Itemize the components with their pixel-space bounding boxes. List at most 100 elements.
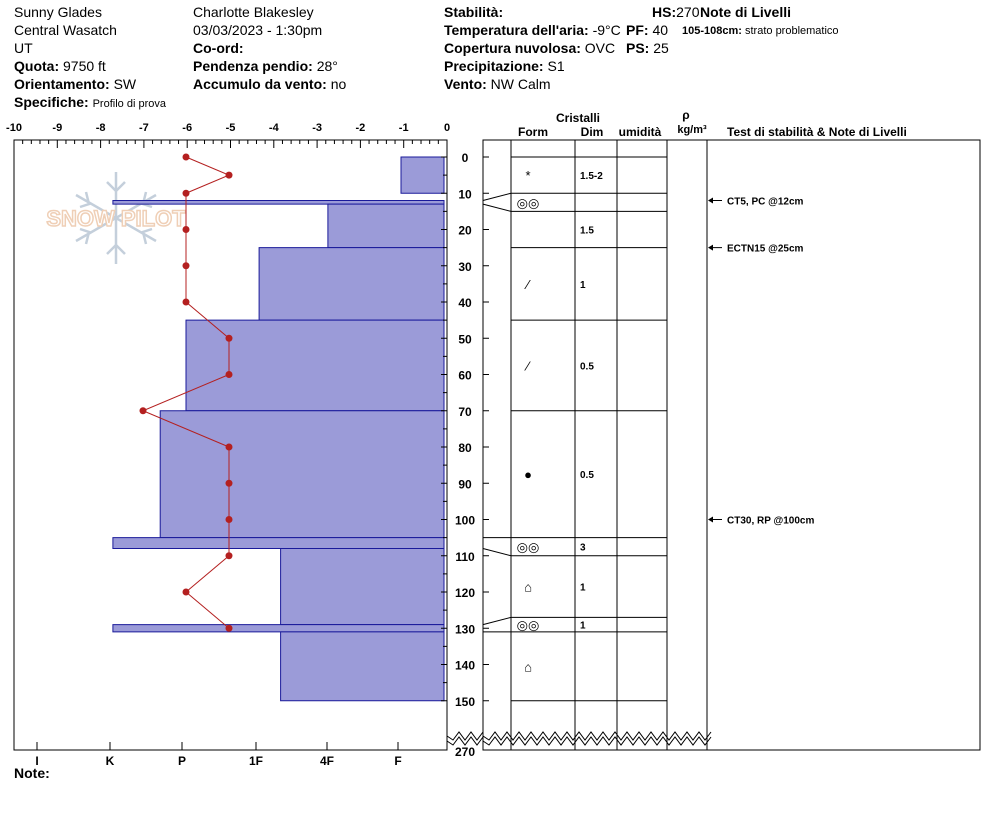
temperature-tick-label: -7	[139, 122, 149, 134]
depth-tick-label: 120	[455, 586, 475, 600]
air-temperature-value: -9°C	[592, 22, 621, 38]
temperature-point	[225, 479, 233, 487]
snow-height: HS:270	[652, 3, 699, 21]
hardness-tick-label: F	[394, 754, 401, 768]
precipitation: Precipitazione: S1	[444, 57, 565, 75]
temperature-point	[182, 262, 190, 270]
test-arrow-head	[708, 197, 713, 204]
temperature-tick-label: -4	[269, 122, 280, 134]
crystals-header: Cristalli	[556, 111, 600, 125]
temperature-point	[225, 552, 233, 560]
foot-penetration-label: PF:	[626, 22, 649, 38]
temperature-point	[225, 371, 233, 378]
temperature-tick-label: -8	[96, 122, 106, 134]
grain-size-label: 1	[580, 280, 586, 291]
depth-tick-label: 10	[458, 187, 472, 201]
ski-penetration-value: 25	[653, 40, 669, 56]
layer-notes-title: Note di Livelli	[700, 4, 792, 20]
hardness-bar	[327, 203, 445, 249]
grain-size-label: 1.5-2	[580, 171, 603, 182]
temperature-point	[225, 171, 233, 179]
grain-size-label: 1	[580, 583, 586, 594]
hardness-bar	[400, 156, 445, 194]
location-name: Sunny Glades	[14, 4, 102, 20]
grain-form-symbol: ●	[524, 467, 532, 482]
grain-form-symbol: *	[525, 168, 530, 183]
temperature-tick-label: -6	[182, 122, 192, 134]
slope-label: Pendenza pendio:	[193, 58, 313, 74]
wind-loading-label: Accumulo da vento:	[193, 76, 327, 92]
grain-size-label: 3	[580, 543, 586, 554]
layer-connector-line	[482, 616, 512, 626]
specifics-value: Profilo di prova	[92, 98, 166, 110]
depth-tick-label: 100	[455, 514, 475, 528]
stability-test-label: ECTN15 @25cm	[727, 244, 804, 255]
foot-penetration: PF: 40	[626, 21, 668, 39]
form-header: Form	[518, 125, 548, 139]
slope: Pendenza pendio: 28°	[193, 57, 338, 75]
temperature-tick-label: -2	[356, 122, 366, 134]
grain-size-label: 1.5	[580, 226, 594, 237]
density-unit-header: kg/m³	[677, 124, 707, 136]
stability-tests-header: Test di stabilità & Note di Livelli	[727, 125, 907, 139]
specifics: Specifiche: Profilo di prova	[14, 93, 166, 113]
hardness-bar	[280, 631, 445, 702]
stability-test-label: CT5, PC @12cm	[727, 197, 804, 208]
wind-loading-value: no	[330, 76, 347, 92]
grain-size-label: 1	[580, 621, 586, 632]
depth-tick-label: 80	[458, 441, 472, 455]
layer-connector-line	[482, 192, 512, 201]
depth-break-zigzag	[446, 731, 484, 741]
temperature-tick-label: -9	[52, 122, 62, 134]
note-label: Note:	[14, 765, 50, 781]
observer-name: Charlotte Blakesley	[193, 4, 314, 20]
elevation-value: 9750 ft	[63, 58, 106, 74]
observation-datetime: 03/03/2023 - 1:30pm	[193, 22, 323, 38]
hardness-bar	[258, 247, 445, 321]
coord-label: Co-ord:	[193, 40, 244, 56]
elevation: Quota: 9750 ft	[14, 57, 106, 75]
grain-form-symbol: ◎◎	[517, 540, 540, 555]
stability-label: Stabilità:	[444, 4, 504, 20]
sky-cover-label: Copertura nuvolosa:	[444, 40, 581, 56]
snow-height-label: HS:	[652, 4, 677, 20]
layer-connector-line	[482, 548, 512, 557]
air-temperature-label: Temperatura dell'aria:	[444, 22, 589, 38]
grain-form-symbol: ⌂	[524, 659, 532, 674]
test-arrow-head	[708, 516, 713, 523]
sky-cover: Copertura nuvolosa: OVC	[444, 39, 615, 57]
sky-cover-value: OVC	[584, 40, 616, 56]
mountain-range: Central Wasatch	[14, 22, 117, 38]
temperature-tick-label: -3	[312, 122, 322, 134]
temperature-tick-label: -5	[226, 122, 236, 134]
depth-tick-label: 140	[455, 659, 475, 673]
test-arrow-head	[708, 244, 713, 251]
hardness-bar	[112, 200, 445, 205]
rho-header: ρ	[682, 108, 689, 122]
depth-tick-label: 30	[458, 260, 472, 274]
temperature-tick-label: -10	[6, 122, 22, 134]
temperature-point	[225, 443, 233, 451]
precipitation-value: S1	[547, 58, 565, 74]
depth-tick-label: 110	[455, 550, 475, 564]
specifics-label: Specifiche:	[14, 94, 89, 110]
state: UT	[14, 40, 33, 56]
temperature-point	[182, 189, 190, 197]
layer-note-text: strato problematico	[745, 25, 839, 37]
foot-penetration-value: 40	[652, 22, 669, 38]
depth-break-zigzag	[446, 736, 484, 746]
layer-note-range: 105-108cm:	[682, 25, 742, 37]
temperature-point	[225, 624, 233, 632]
grain-form-symbol: ⁄	[524, 358, 531, 373]
ski-penetration: PS: 25	[626, 39, 669, 57]
temperature-point	[139, 407, 147, 415]
wind-value: NW Calm	[490, 76, 551, 92]
grain-form-symbol: ⌂	[524, 580, 532, 595]
depth-break-label: 270	[455, 745, 475, 759]
grain-size-label: 0.5	[580, 470, 594, 481]
temperature-point	[182, 226, 190, 233]
table-break-zigzag	[482, 731, 712, 741]
hardness-bar	[112, 624, 445, 633]
layer-connector-line	[482, 203, 512, 212]
aspect: Orientamento: SW	[14, 75, 136, 93]
